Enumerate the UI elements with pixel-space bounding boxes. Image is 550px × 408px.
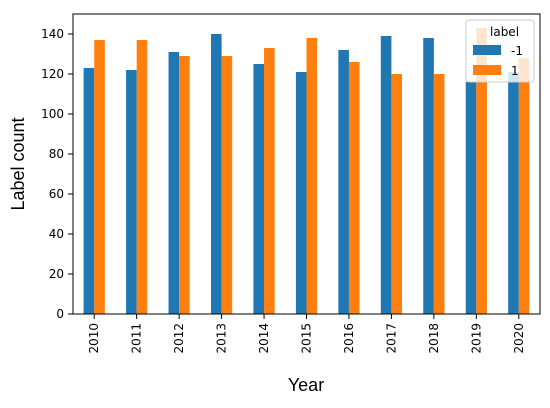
y-tick-label-40: 40 (49, 227, 64, 241)
bar-neg1-2019 (465, 82, 477, 314)
axes-layer: 0 20 40 60 80 100 120 140 2010 2011 2012 2013 2014 20… (41, 13, 541, 354)
legend-swatch-pos1 (473, 65, 501, 75)
legend-swatch-neg1 (473, 45, 501, 55)
bar-pos1-2012 (179, 56, 190, 314)
legend: label -11 (465, 19, 535, 83)
bar-pos1-2019 (476, 28, 487, 314)
legend-label-pos1: 1 (511, 64, 519, 78)
bar-neg1-2015 (295, 72, 307, 314)
legend-label-neg1: -1 (511, 44, 523, 58)
x-tick-label-2016: 2016 (342, 323, 356, 354)
bar-pos1-2020 (518, 58, 530, 314)
y-tick-label-0: 0 (56, 307, 64, 321)
x-tick-label-2017: 2017 (384, 323, 398, 354)
y-tick-label-60: 60 (49, 187, 64, 201)
bar-neg1-2020 (508, 72, 519, 314)
bar-neg1-2012 (168, 52, 180, 314)
x-tick-label-2014: 2014 (257, 323, 271, 354)
y-axis-title: Label count (8, 117, 28, 210)
bar-pos1-2018 (433, 74, 445, 314)
x-tick-label-2020: 2020 (512, 323, 526, 354)
legend-title: label (490, 25, 519, 39)
bar-pos1-2017 (391, 74, 403, 314)
legend-items: -11 (473, 44, 523, 78)
x-axis-title: Year (288, 375, 324, 395)
y-tick-label-80: 80 (49, 147, 64, 161)
bar-neg1-2010 (83, 68, 95, 314)
bar-pos1-2014 (264, 48, 275, 314)
y-tick-label-20: 20 (49, 267, 64, 281)
x-tick-label-2018: 2018 (427, 323, 441, 354)
bar-pos1-2013 (221, 56, 233, 314)
x-tick-label-2011: 2011 (130, 323, 144, 354)
y-tick-label-120: 120 (41, 67, 64, 81)
bar-pos1-2016 (348, 62, 360, 314)
x-tick-label-2019: 2019 (469, 323, 483, 354)
bar-neg1-2013 (210, 34, 222, 314)
bar-pos1-2011 (136, 40, 148, 314)
bar-neg1-2011 (126, 70, 137, 314)
bar-neg1-2014 (253, 64, 265, 314)
y-tick-label-140: 140 (41, 27, 64, 41)
bars-layer (83, 28, 530, 314)
x-tick-label-2012: 2012 (172, 323, 186, 354)
bar-neg1-2018 (423, 38, 434, 314)
bar-pos1-2010 (94, 40, 105, 314)
x-tick-label-2010: 2010 (87, 323, 101, 354)
x-tick-label-2015: 2015 (300, 323, 314, 354)
bar-neg1-2017 (380, 36, 392, 314)
x-tick-label-2013: 2013 (215, 323, 229, 354)
bar-pos1-2015 (306, 38, 318, 314)
y-tick-label-100: 100 (41, 107, 64, 121)
bar-neg1-2016 (338, 50, 349, 314)
